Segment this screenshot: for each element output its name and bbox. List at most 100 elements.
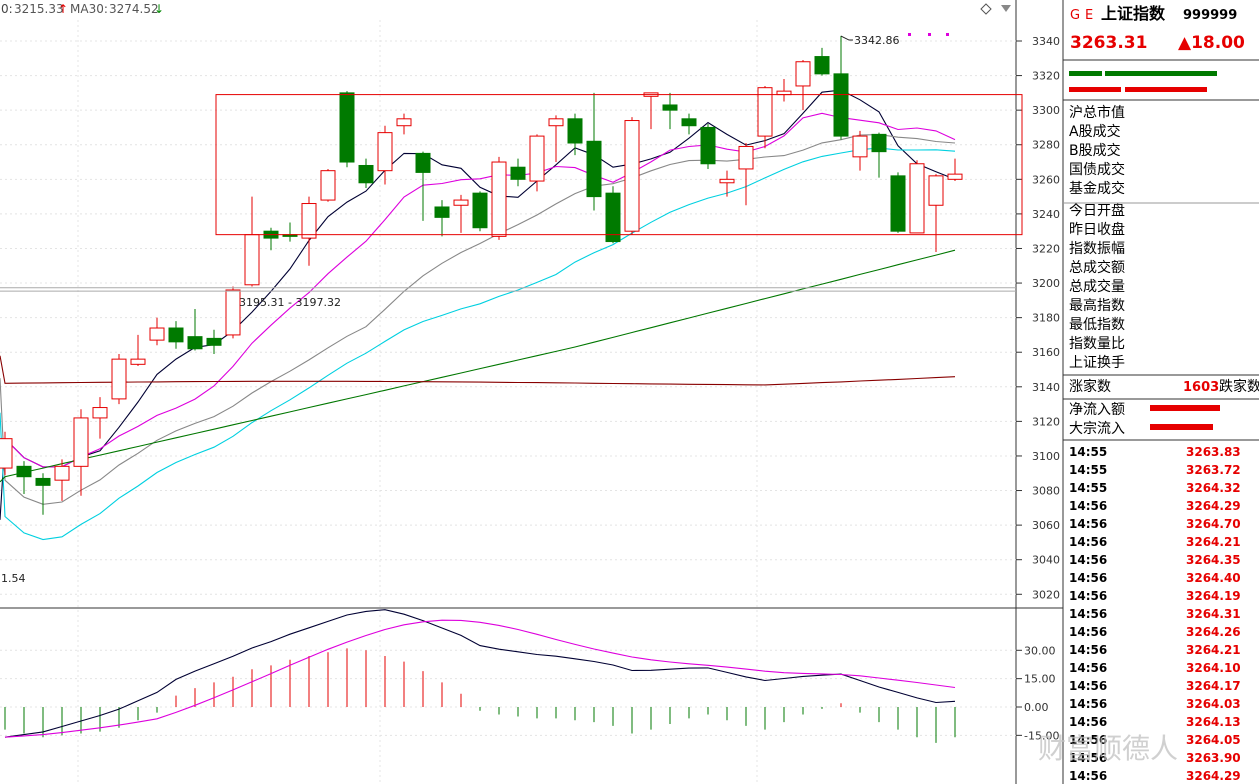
candle [282,222,298,242]
tick-row[interactable]: 14:56 3264.26 [1069,625,1241,639]
candle-body [757,87,773,137]
tick-row[interactable]: 14:56 3264.17 [1069,679,1241,693]
tick-row[interactable]: 14:56 3264.70 [1069,517,1241,531]
tick-time: 14:56 [1069,499,1107,513]
candle-body [54,465,70,481]
tick-price: 3263.90 [1186,751,1241,765]
up-arrow-icon: ↑ [58,2,68,16]
candle [567,113,583,156]
tick-row[interactable]: 14:56 3264.05 [1069,733,1241,747]
macd-tick-label: 15.00 [1024,673,1056,686]
candle-body [149,327,165,341]
tick-row[interactable]: 14:55 3263.83 [1069,445,1241,459]
tick-time: 14:56 [1069,571,1107,585]
candle [54,459,70,501]
candle [928,174,944,252]
buy-bar-1 [1069,71,1102,76]
price-tick-label: 3160 [1032,346,1060,359]
candle-body [700,126,716,165]
macd-tick-label: 30.00 [1024,644,1056,657]
tick-time: 14:56 [1069,751,1107,765]
quote-field-label: 最低指数 [1069,317,1125,333]
candle-body [586,140,602,198]
candle [852,130,868,171]
candle-body [681,118,697,127]
tick-row[interactable]: 14:56 3264.10 [1069,661,1241,675]
candle-body [434,206,450,218]
diamond-icon[interactable] [980,3,992,15]
tick-row[interactable]: 14:56 3264.31 [1069,607,1241,621]
flag-g: G [1070,8,1080,23]
tick-price: 3264.29 [1186,499,1241,513]
candle [263,227,279,251]
tick-row[interactable]: 14:55 3263.72 [1069,463,1241,477]
candle [35,473,51,515]
triangle-down-icon[interactable] [1001,5,1011,12]
candle-body [358,164,374,184]
quote-field-label: B股成交 [1069,142,1121,159]
ma5-line [0,89,956,520]
candle-body [453,199,469,206]
candle-body [35,477,51,486]
tick-row[interactable]: 14:56 3264.19 [1069,589,1241,603]
down-arrow-icon: ↓ [154,2,164,16]
tick-time: 14:56 [1069,607,1107,621]
range-box[interactable] [215,94,1023,236]
candle [434,200,450,237]
index-name: 上证指数 [1101,4,1166,23]
candle-body [168,327,184,343]
candle [130,334,146,367]
tick-time: 14:56 [1069,679,1107,693]
price-tick-label: 3080 [1032,485,1060,498]
price-tick-label: 3240 [1032,208,1060,221]
candle-body [320,170,336,201]
tick-price: 3263.72 [1186,463,1241,477]
candle [624,117,640,235]
candle [472,191,488,232]
candle [111,353,127,405]
candle [814,47,830,76]
candle-body [73,417,89,467]
candle-body [795,61,811,87]
tick-row[interactable]: 14:56 3264.21 [1069,643,1241,657]
buy-bar-2 [1105,71,1217,76]
price-tick-label: 3180 [1032,312,1060,325]
candle [871,132,887,178]
candle-body [871,133,887,153]
fall-label: 跌家数 [1219,378,1259,395]
candle [776,79,792,102]
tick-row[interactable]: 14:56 3264.35 [1069,553,1241,567]
candle-body [738,145,754,170]
tick-list[interactable]: 14:55 3263.83 14:55 3263.72 14:55 3264.32 14:5… [1069,445,1241,783]
tick-price: 3264.05 [1186,733,1241,747]
block-inflow-bar [1150,424,1213,430]
candle-body [130,358,146,365]
candle-body [814,56,830,75]
tick-row[interactable]: 14:56 3264.03 [1069,697,1241,711]
tick-row[interactable]: 14:55 3264.32 [1069,481,1241,495]
tick-row[interactable]: 14:56 3264.29 [1069,499,1241,513]
candle-body [415,152,431,173]
price-tick-label: 3120 [1032,415,1060,428]
price-tick-label: 3060 [1032,519,1060,532]
tick-row[interactable]: 14:56 3264.13 [1069,715,1241,729]
tick-row[interactable]: 14:56 3264.21 [1069,535,1241,549]
candle-body [719,178,735,184]
candle [890,172,906,233]
tick-row[interactable]: 14:56 3264.29 [1069,769,1241,783]
price-tick-label: 3020 [1032,588,1060,601]
high-pointer [840,35,853,41]
candle [662,92,678,130]
tick-row[interactable]: 14:56 3264.40 [1069,571,1241,585]
tick-time: 14:56 [1069,589,1107,603]
ma30-value: 3274.52 [109,2,159,16]
quote-field-label: 最高指数 [1069,297,1125,314]
block-inflow-label: 大宗流入 [1069,421,1125,437]
tick-row[interactable]: 14:56 3263.90 [1069,751,1241,765]
net-inflow-label: 净流入额 [1069,402,1125,418]
high-label: 3342.86 [854,34,900,47]
tick-price: 3264.35 [1186,553,1241,567]
candle [168,321,184,349]
candle [358,158,374,188]
